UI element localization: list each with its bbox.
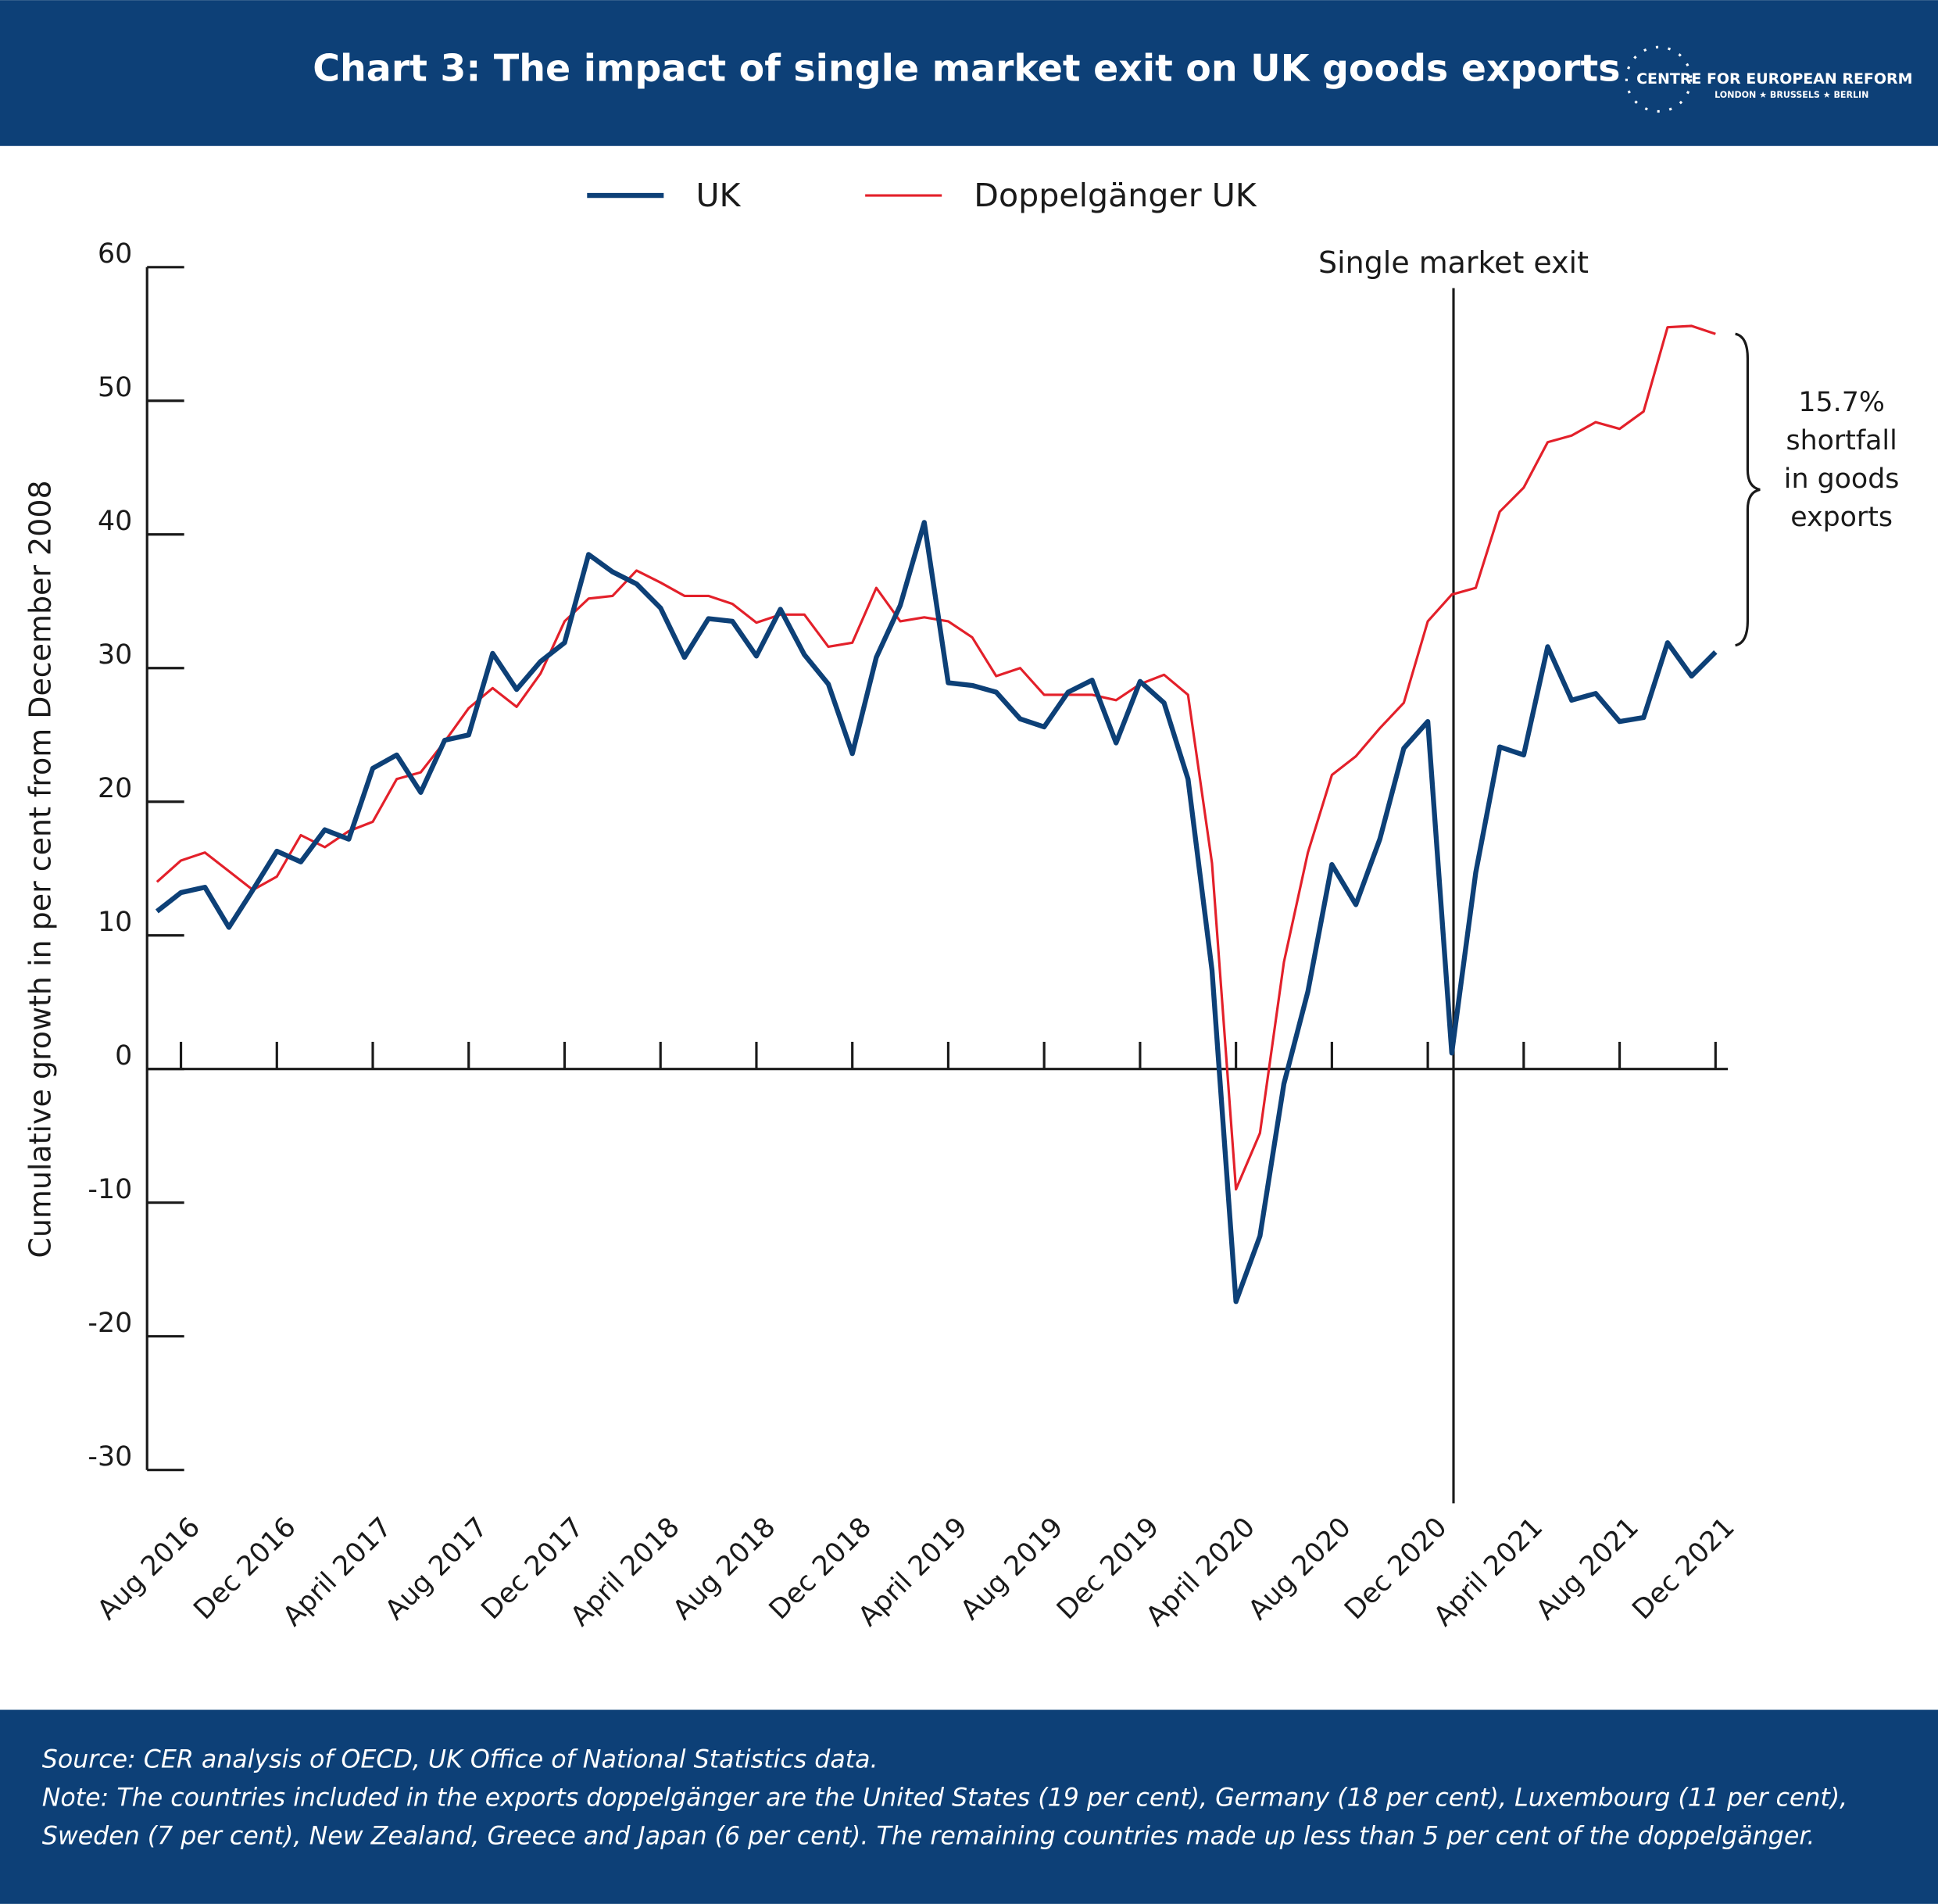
note: Note: The countries included in the expo… <box>42 1784 1847 1812</box>
y-tick-label: 0 <box>115 1040 132 1072</box>
brace-label: shortfall <box>1786 425 1897 456</box>
brace-label: 15.7% <box>1798 387 1885 418</box>
logo: CENTRE FOR EUROPEAN REFORM LONDON ★ BRUS… <box>1625 45 1912 113</box>
annotation: Single market exit <box>1318 245 1589 280</box>
x-tick-label: Dec 2021 <box>1626 1512 1740 1626</box>
y-tick-label: 50 <box>98 372 132 403</box>
logo-cities: LONDON ★ BRUSSELS ★ BERLIN <box>1715 90 1868 100</box>
series-line <box>155 520 1718 1305</box>
x-tick-label: Aug 2017 <box>379 1512 494 1627</box>
brace <box>1735 332 1761 647</box>
y-tick-label: -30 <box>88 1441 132 1473</box>
y-tick-label: -10 <box>88 1174 132 1205</box>
footer-band <box>0 1709 1938 1904</box>
y-tick-label: 30 <box>98 639 132 671</box>
logo-name: CENTRE FOR EUROPEAN REFORM <box>1636 70 1912 88</box>
y-axis-title: Cumulative growth in per cent from Decem… <box>23 480 57 1258</box>
y-tick-label: -20 <box>88 1308 132 1339</box>
x-tick-label: Aug 2019 <box>955 1512 1070 1627</box>
y-tick-label: 10 <box>98 907 132 938</box>
y-tick-label: 20 <box>98 773 132 804</box>
x-tick-label: Aug 2021 <box>1530 1512 1645 1627</box>
brace-label: exports <box>1790 502 1893 533</box>
legend-label: UK <box>695 177 741 214</box>
legend-label: Doppelgänger UK <box>974 177 1257 214</box>
y-tick-label: 60 <box>98 238 132 270</box>
x-tick-label: Aug 2018 <box>667 1512 782 1627</box>
note: Sweden (7 per cent), New Zealand, Greece… <box>42 1822 1815 1850</box>
header-band <box>0 0 1938 146</box>
brace-label: in goods <box>1784 463 1900 495</box>
y-tick-label: 40 <box>98 506 132 537</box>
x-tick-label: Aug 2016 <box>91 1512 206 1627</box>
x-tick-label: Aug 2020 <box>1243 1512 1357 1627</box>
chart-title: Chart 3: The impact of single market exi… <box>313 47 1620 90</box>
logo-stars <box>1625 45 1693 113</box>
source: Source: CER analysis of OECD, UK Office … <box>42 1745 878 1773</box>
